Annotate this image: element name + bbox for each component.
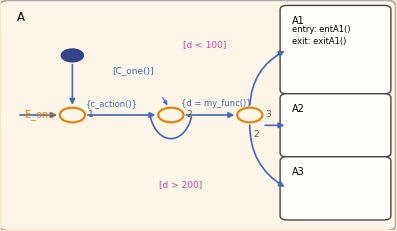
FancyBboxPatch shape bbox=[280, 157, 391, 220]
Text: {d = my_func()}: {d = my_func()} bbox=[181, 98, 251, 107]
Text: E_one: E_one bbox=[25, 109, 54, 120]
Text: [d > 200]: [d > 200] bbox=[159, 179, 202, 188]
Text: 1: 1 bbox=[88, 110, 94, 119]
Circle shape bbox=[61, 50, 83, 63]
FancyBboxPatch shape bbox=[280, 94, 391, 157]
Text: A: A bbox=[17, 11, 25, 24]
Text: entry: entA1(): entry: entA1() bbox=[292, 25, 351, 34]
Text: A2: A2 bbox=[292, 103, 305, 113]
Text: [C_one()]: [C_one()] bbox=[113, 65, 154, 74]
Circle shape bbox=[60, 108, 85, 123]
Circle shape bbox=[158, 108, 183, 123]
Text: 3: 3 bbox=[266, 110, 271, 119]
Text: A1: A1 bbox=[292, 15, 305, 25]
Circle shape bbox=[237, 108, 262, 123]
Text: [d < 100]: [d < 100] bbox=[183, 40, 226, 49]
Text: exit: exitA1(): exit: exitA1() bbox=[292, 37, 347, 46]
Text: 2: 2 bbox=[254, 130, 259, 139]
Text: {c_action()}: {c_action()} bbox=[86, 98, 138, 107]
FancyBboxPatch shape bbox=[280, 6, 391, 94]
Text: A3: A3 bbox=[292, 166, 305, 176]
Text: 2: 2 bbox=[187, 110, 192, 119]
